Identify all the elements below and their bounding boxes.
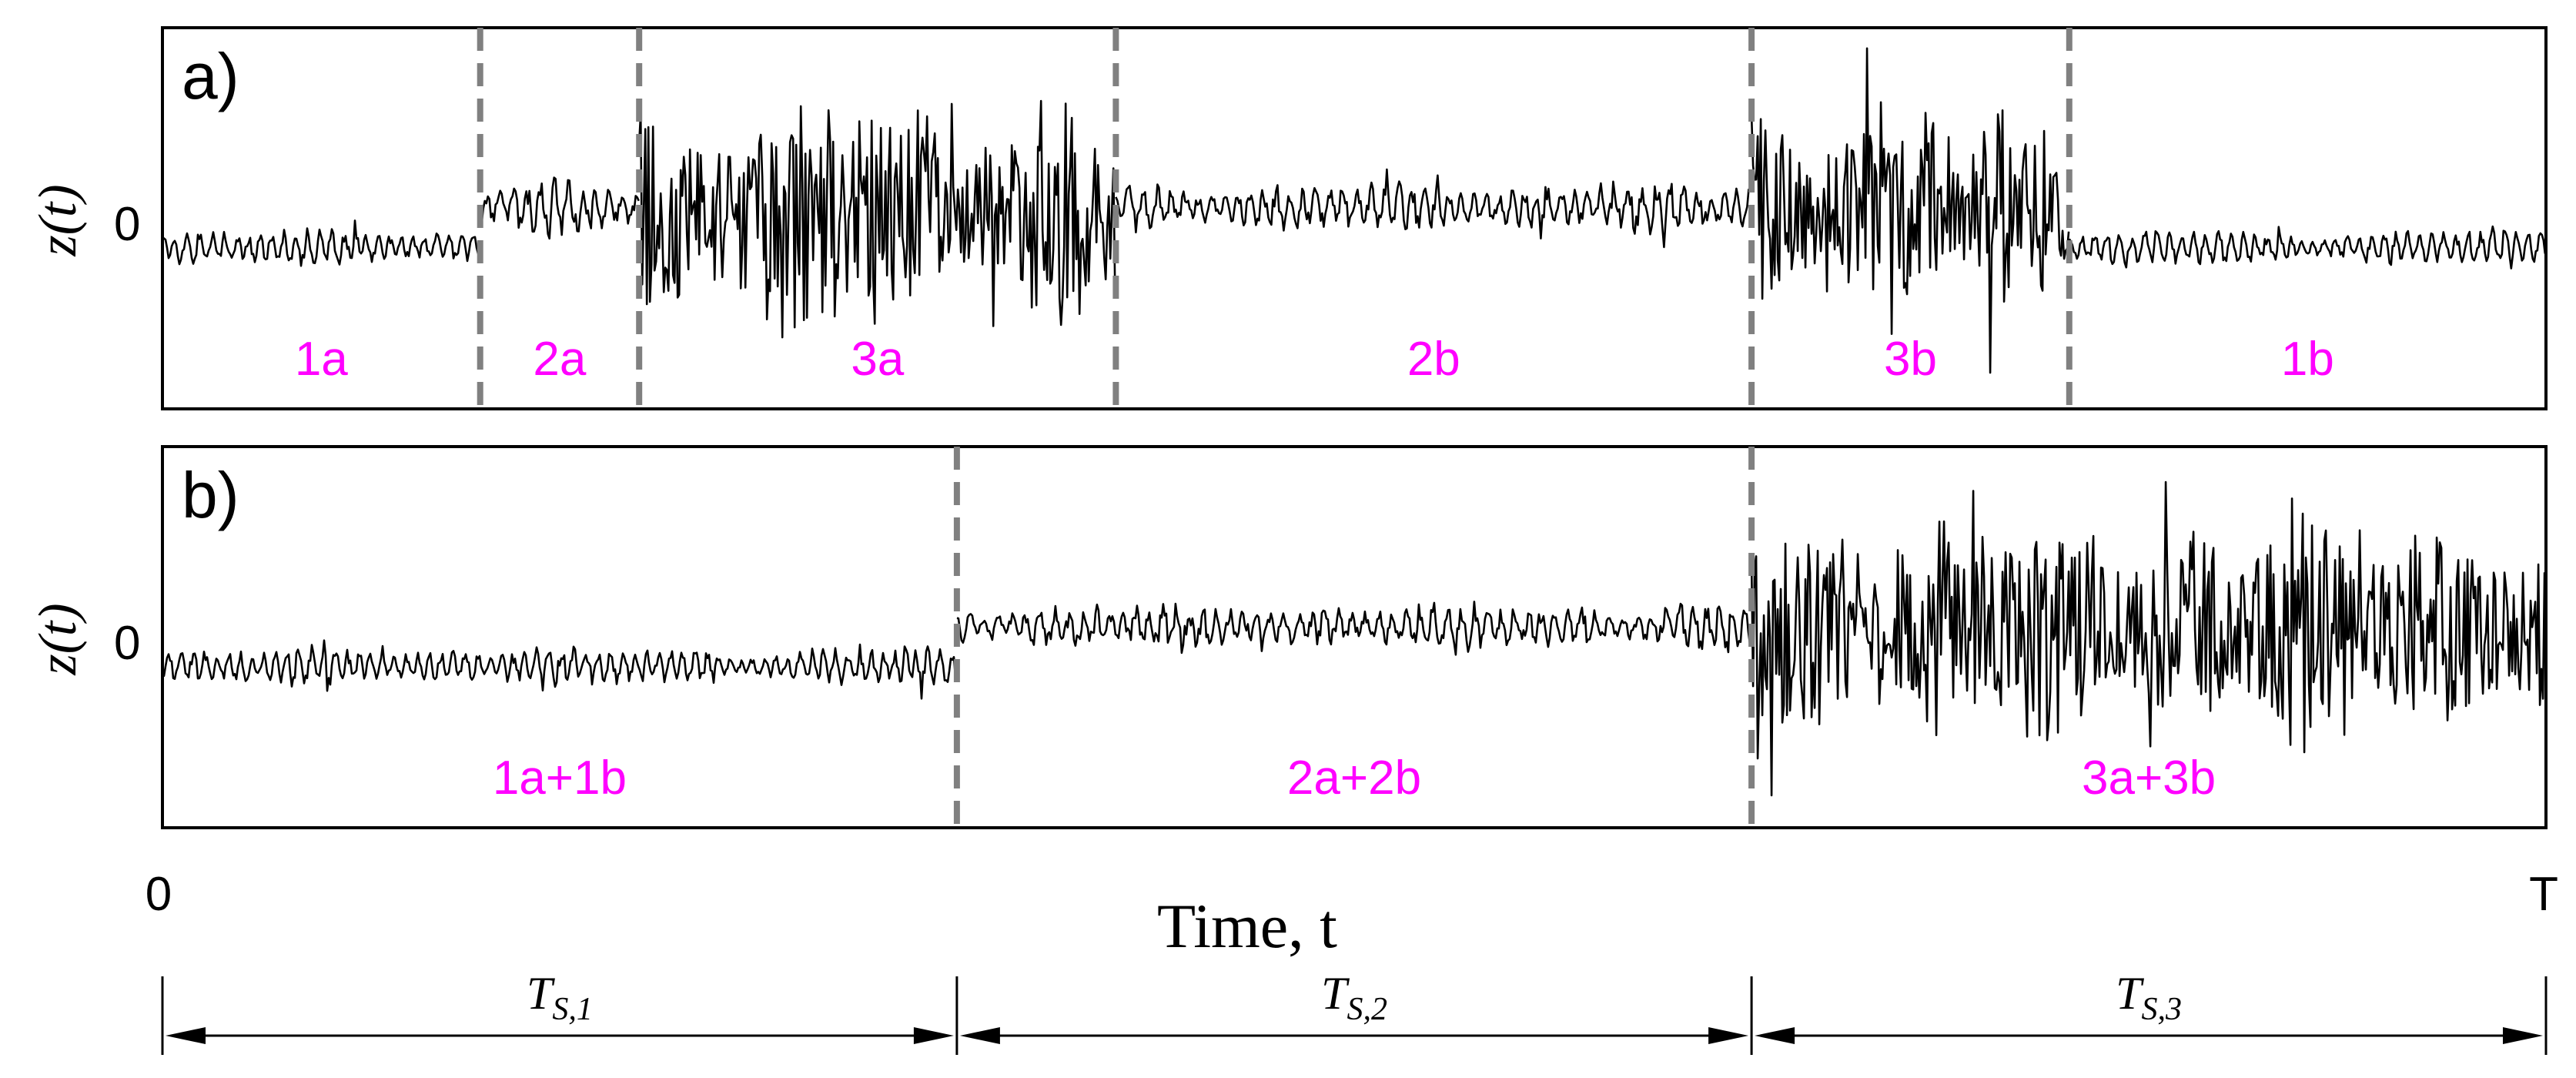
time-start-label: 0 <box>146 868 172 921</box>
segment-label-1a: 1a <box>295 333 348 386</box>
panel-a-ytick-zero: 0 <box>114 198 140 251</box>
signal-segment-3b <box>1750 47 2070 374</box>
time-end-label: T <box>2529 868 2558 921</box>
signal-segment-2a+2b <box>956 601 1753 656</box>
signal-segment-3a <box>637 99 1116 339</box>
segment-label-3a+3b: 3a+3b <box>2082 752 2216 805</box>
panel-a-boundaries <box>477 28 2073 409</box>
segment-label-3a: 3a <box>851 333 904 386</box>
signal-segment-1a <box>162 219 480 267</box>
panel-a-segment-labels: 1a 2a 3a 2b 3b 1b <box>295 333 2334 386</box>
panel-a-frame <box>161 26 2548 410</box>
panel-b-frame <box>161 445 2548 829</box>
panel-a-ylabel: z(t) <box>28 184 88 256</box>
time-axis-label: Time, t <box>1157 891 1337 961</box>
segment-label-3b: 3b <box>1884 333 1937 386</box>
panel-b-segment-labels: 1a+1b 2a+2b 3a+3b <box>493 752 2216 805</box>
duration-label-2: TS,2 <box>1321 968 1387 1027</box>
duration-arrowhead-left-2 <box>959 1027 1000 1044</box>
duration-label-1: TS,1 <box>527 968 593 1027</box>
duration-arrowhead-right-3 <box>2503 1027 2543 1044</box>
panel-b-label: b) <box>182 459 239 531</box>
segment-label-1a+1b: 1a+1b <box>493 752 627 805</box>
signal-segment-2a <box>479 176 640 240</box>
segment-label-2b: 2b <box>1407 333 1460 386</box>
signal-segment-3a+3b <box>1750 480 2546 797</box>
duration-arrows: TS,1 TS,2 TS,3 <box>161 968 2548 1055</box>
panel-a-label: a) <box>182 40 239 112</box>
segment-label-1b: 1b <box>2281 333 2334 386</box>
panel-b-signal-group <box>161 480 2546 797</box>
panel-b: 1a+1b 2a+2b 3a+3b b) 0 z(t) <box>28 445 2548 829</box>
duration-label-3: TS,3 <box>2116 968 2182 1027</box>
signal-segment-2b <box>1115 168 1751 249</box>
panel-b-ytick-zero: 0 <box>114 617 140 670</box>
duration-arrowhead-left-3 <box>1755 1027 1795 1044</box>
duration-arrowhead-right-1 <box>913 1027 954 1044</box>
signal-segment-1a+1b <box>161 639 957 700</box>
panel-b-ylabel: z(t) <box>28 603 88 675</box>
duration-arrowhead-left-1 <box>166 1027 206 1044</box>
panel-a-signal-group <box>162 47 2547 374</box>
duration-arrowhead-right-2 <box>1708 1027 1749 1044</box>
segment-label-2a+2b: 2a+2b <box>1287 752 1421 805</box>
panel-b-boundaries <box>953 447 1755 828</box>
segment-label-2a: 2a <box>533 333 586 386</box>
signal-segment-1b <box>2068 225 2547 270</box>
panel-a: 1a 2a 3a 2b 3b 1b a) 0 z(t) <box>28 26 2548 410</box>
